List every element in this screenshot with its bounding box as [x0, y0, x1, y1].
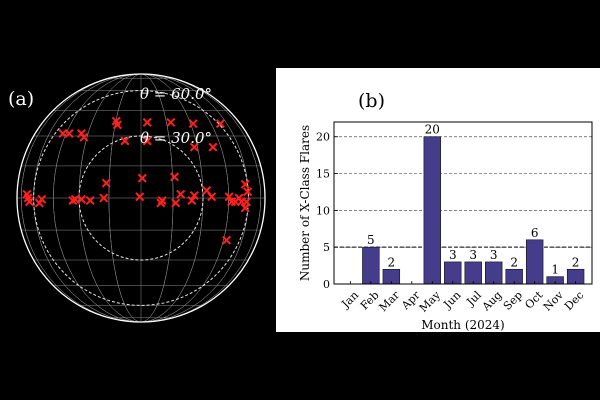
flare-point: [166, 117, 176, 127]
flare-point: [176, 189, 186, 199]
flare-point: [243, 187, 253, 197]
theta-circle: [78, 135, 204, 261]
flare-point: [137, 173, 147, 183]
flare-point: [189, 191, 199, 201]
flare-point: [171, 198, 181, 208]
data-label: 20: [425, 123, 440, 137]
flare-point: [120, 136, 130, 146]
plot-frame: [333, 121, 593, 285]
y-tick-label: 20: [316, 131, 330, 144]
flare-point: [187, 195, 197, 205]
flare-point: [112, 120, 122, 130]
y-ticks: 0 5 10 15 20: [316, 131, 338, 291]
bar-oct: [525, 239, 544, 285]
panel-a: (a) θ = 60.0° θ = 30.0°: [0, 68, 276, 332]
flare-point: [207, 192, 217, 202]
bar-jun: [444, 261, 462, 285]
y-gridlines: [334, 136, 592, 248]
y-tick-label: 5: [323, 241, 330, 254]
panel-b: (b) 0 5 10 15 20 Jan Feb Mar Apr May Jun Jul Aug Sep…: [276, 68, 600, 332]
flare-point: [240, 179, 250, 189]
data-label: 3: [449, 248, 457, 262]
flare-points: [22, 116, 253, 245]
bar-may: [423, 136, 441, 285]
data-label: 6: [531, 226, 539, 240]
flare-point: [85, 195, 95, 205]
y-tick-label: 0: [323, 278, 330, 291]
flare-point: [64, 129, 74, 139]
x-tick-label: Dec: [562, 289, 586, 313]
x-tick-label: Feb: [358, 289, 382, 313]
flare-point: [142, 136, 152, 146]
solar-disk-plot: (a) θ = 60.0° θ = 30.0°: [8, 73, 266, 323]
bars: [362, 136, 585, 285]
flare-point: [240, 203, 250, 213]
flare-point: [79, 132, 89, 142]
flare-point: [135, 192, 145, 202]
panel-b-label: (b): [358, 90, 385, 112]
data-label: 2: [572, 255, 580, 269]
data-label: 1: [551, 263, 559, 277]
flare-point: [208, 142, 218, 152]
bar-aug: [485, 261, 503, 285]
x-tick-label: Jun: [440, 289, 463, 312]
flare-point: [142, 117, 152, 127]
data-label: 2: [388, 255, 396, 269]
flare-point: [188, 119, 198, 129]
x-tick-label: Sep: [501, 289, 525, 313]
flare-point: [99, 193, 109, 203]
flare-point: [156, 198, 166, 208]
y-tick-label: 10: [316, 204, 330, 217]
flare-point: [222, 235, 232, 245]
data-label: 2: [510, 255, 518, 269]
data-label: 3: [490, 248, 498, 262]
x-tick-label: Aug: [479, 289, 505, 315]
x-tick-label: May: [417, 288, 444, 315]
flare-point: [68, 195, 78, 205]
flare-point: [101, 178, 111, 188]
x-tick-label: Oct: [522, 288, 545, 311]
bar-jul: [464, 261, 482, 285]
x-tick-label: Nov: [541, 288, 567, 314]
x-axis-label: Month (2024): [421, 318, 505, 332]
theta-circle: [33, 90, 249, 306]
y-tick-label: 15: [316, 168, 330, 181]
x-tick-label: Jan: [338, 289, 361, 312]
flare-point: [24, 197, 34, 207]
bar-feb: [362, 246, 380, 285]
flare-point: [215, 119, 225, 129]
theta-30-label: θ = 30.0°: [140, 129, 212, 147]
data-label: 3: [469, 248, 477, 262]
flare-point: [189, 142, 199, 152]
x-tick-label: Mar: [377, 288, 403, 314]
flare-point: [34, 198, 44, 208]
data-label: 5: [367, 233, 375, 247]
flare-point: [169, 172, 179, 182]
panel-a-label: (a): [8, 88, 34, 110]
theta-60-label: θ = 60.0°: [140, 85, 212, 103]
disk-limb: [16, 73, 266, 323]
y-axis-label: Number of X-Class Flares: [298, 125, 312, 281]
disk-grid: [16, 73, 266, 323]
